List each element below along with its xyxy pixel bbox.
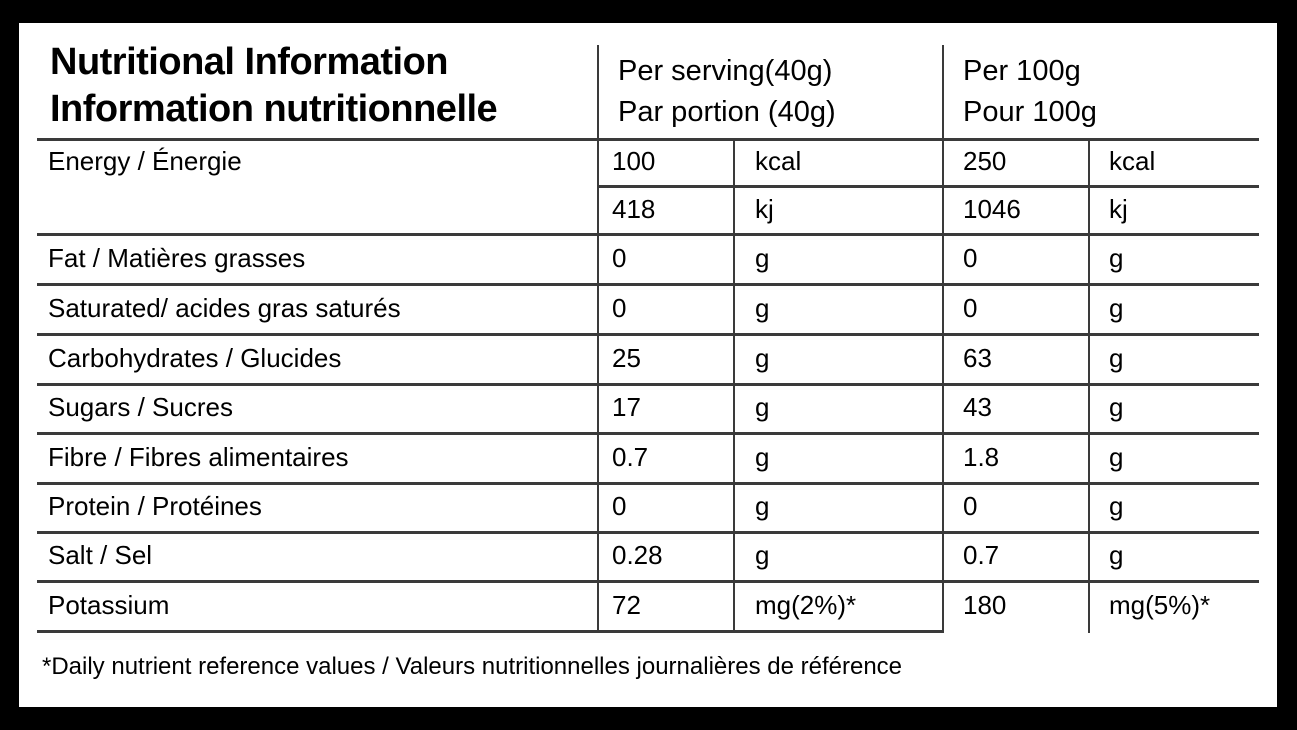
row-divider-line — [37, 333, 1259, 336]
nutrition-table-panel: Nutritional Information Information nutr… — [19, 23, 1277, 707]
per-100g-unit: mg(5%)* — [1109, 589, 1211, 620]
row-divider-line — [37, 283, 1259, 286]
per-100g-unit-divider-line — [1088, 138, 1090, 633]
serving-unit: g — [755, 392, 770, 422]
label-column-divider-line — [597, 45, 599, 633]
serving-value: 25 — [612, 342, 641, 373]
row-label: Carbohydrates / Glucides — [48, 342, 342, 373]
per-100g-label-fr: Pour 100g — [963, 96, 1097, 128]
per-100g-value: 0 — [963, 491, 978, 521]
serving-unit: mg(2%)* — [755, 589, 857, 620]
table-row-saturated: Saturated/ acides gras saturés 0 g 0 g — [19, 283, 1259, 333]
row-label: Saturated/ acides gras saturés — [48, 292, 401, 323]
per-100g-unit: g — [1109, 342, 1124, 373]
row-divider-line — [37, 383, 1259, 386]
serving-value: 17 — [612, 392, 641, 422]
per-100g-unit: kcal — [1109, 146, 1156, 176]
table-row-sugars: Sugars / Sucres 17 g 43 g — [19, 383, 1259, 432]
per-100g-value: 0.7 — [963, 540, 1000, 570]
energy-sub-divider-line — [597, 185, 1259, 188]
row-divider-line — [37, 482, 1259, 485]
serving-value: 0 — [612, 491, 627, 521]
serving-value: 0 — [612, 292, 627, 323]
table-row-energy-kcal: Energy / Énergie 100 kcal 250 kcal — [19, 138, 1259, 185]
per-100g-unit: g — [1109, 491, 1124, 521]
serving-unit: g — [755, 441, 770, 472]
serving-unit: g — [755, 342, 770, 373]
per-100g-value: 1.8 — [963, 441, 1000, 472]
daily-reference-footnote: *Daily nutrient reference values / Valeu… — [42, 653, 903, 680]
per-100g-unit: g — [1109, 441, 1124, 472]
serving-value: 72 — [612, 589, 641, 620]
serving-unit: g — [755, 292, 770, 323]
row-divider-line — [37, 432, 1259, 435]
table-title: Nutritional Information Information nutr… — [50, 39, 498, 133]
table-row-potassium: Potassium 72 mg(2%)* 180 mg(5%)* — [19, 580, 1259, 630]
per-100g-unit: g — [1109, 292, 1124, 323]
row-label: Sugars / Sucres — [48, 392, 233, 422]
per-100g-value: 0 — [963, 242, 978, 273]
per-100g-value: 250 — [963, 146, 1007, 176]
row-divider-line — [37, 580, 1259, 583]
row-label: Potassium — [48, 589, 170, 620]
per-100g-value: 180 — [963, 589, 1007, 620]
serving-value: 0.7 — [612, 441, 649, 472]
per-serving-label-en: Per serving(40g) — [618, 55, 833, 87]
row-label: Salt / Sel — [48, 540, 153, 570]
table-row-salt: Salt / Sel 0.28 g 0.7 g — [19, 531, 1259, 580]
column-header-per-100g: Per 100g Pour 100g — [963, 51, 1097, 133]
per-100g-unit: g — [1109, 540, 1124, 570]
row-divider-line — [37, 233, 1259, 236]
per-serving-label-fr: Par portion (40g) — [618, 96, 836, 128]
per-100g-unit: g — [1109, 392, 1124, 422]
per-100g-unit: g — [1109, 242, 1124, 273]
table-row-energy-kj: 418 kj 1046 kj — [19, 185, 1259, 233]
serving-unit: g — [755, 491, 770, 521]
table-row-protein: Protein / Protéines 0 g 0 g — [19, 482, 1259, 531]
row-label: Protein / Protéines — [48, 491, 262, 521]
row-label: Fat / Matières grasses — [48, 242, 306, 273]
serving-value: 418 — [612, 193, 656, 224]
table-row-fibre: Fibre / Fibres alimentaires 0.7 g 1.8 g — [19, 432, 1259, 482]
per-100g-value: 43 — [963, 392, 992, 422]
per-100g-value: 1046 — [963, 193, 1021, 224]
serving-value: 100 — [612, 146, 656, 176]
table-row-carbohydrates: Carbohydrates / Glucides 25 g 63 g — [19, 333, 1259, 383]
row-divider-line — [37, 531, 1259, 534]
serving-value: 0 — [612, 242, 627, 273]
row-label: Energy / Énergie — [48, 146, 242, 176]
per-100g-column-divider-line — [942, 45, 944, 633]
serving-unit-divider-line — [733, 138, 735, 633]
row-label: Fibre / Fibres alimentaires — [48, 441, 349, 472]
serving-unit: g — [755, 540, 770, 570]
serving-unit: kj — [755, 193, 774, 224]
per-100g-value: 63 — [963, 342, 992, 373]
column-header-per-serving: Per serving(40g) Par portion (40g) — [618, 51, 836, 133]
table-title-line2: Information nutritionnelle — [50, 88, 498, 130]
serving-unit: kcal — [755, 146, 802, 176]
per-100g-value: 0 — [963, 292, 978, 323]
header-divider-line — [37, 138, 1259, 141]
serving-value: 0.28 — [612, 540, 663, 570]
table-title-line1: Nutritional Information — [50, 41, 449, 83]
serving-unit: g — [755, 242, 770, 273]
per-100g-label-en: Per 100g — [963, 55, 1081, 87]
per-100g-unit: kj — [1109, 193, 1128, 224]
table-bottom-line — [37, 630, 943, 633]
table-row-fat: Fat / Matières grasses 0 g 0 g — [19, 233, 1259, 283]
